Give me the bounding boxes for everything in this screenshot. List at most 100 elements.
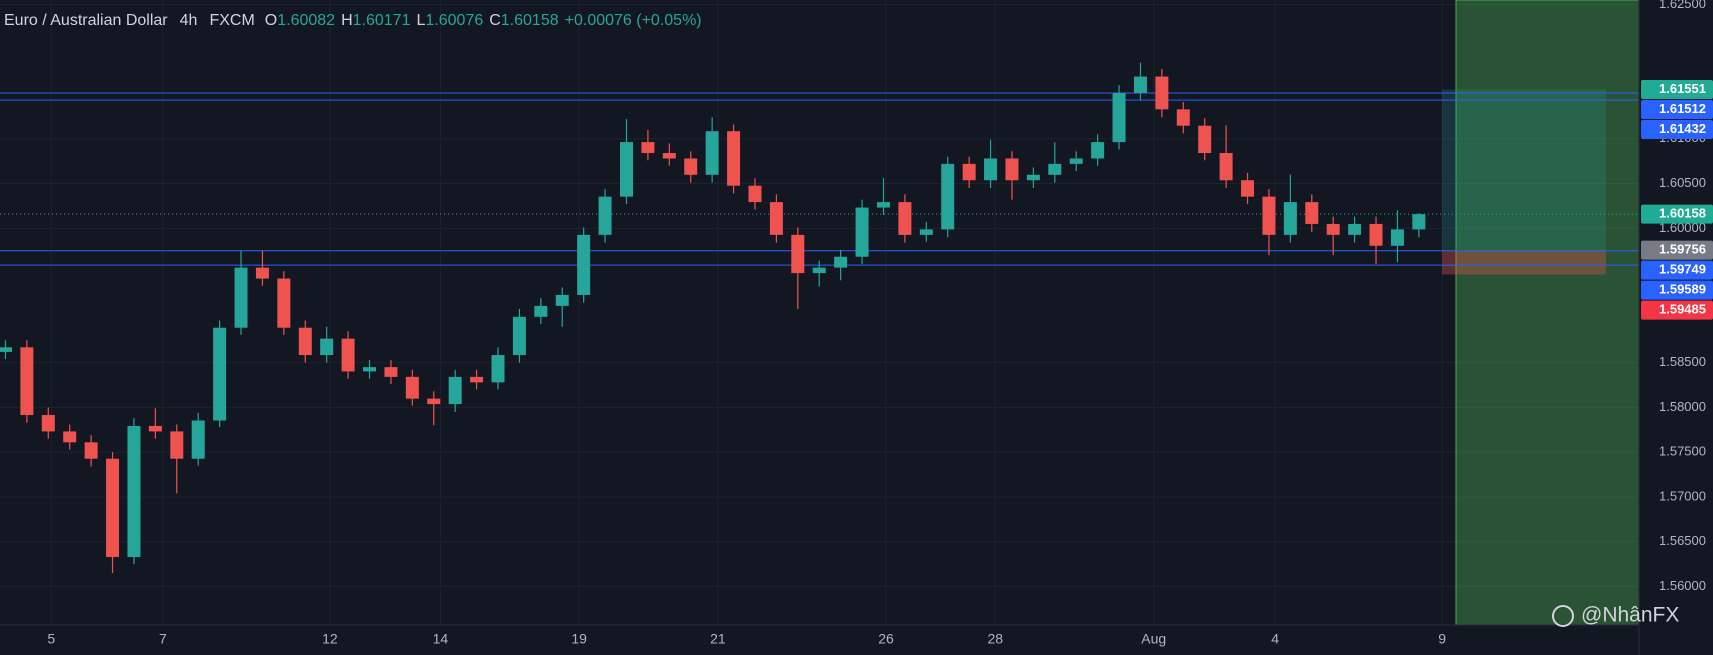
long-zone [1455, 0, 1640, 626]
candle-body [1219, 153, 1233, 181]
candle-body [1176, 109, 1190, 126]
ohlc-key: L [416, 12, 425, 29]
price-badge [1641, 99, 1713, 119]
candle-body [962, 163, 976, 181]
price-badge [1641, 79, 1713, 99]
ohlc-value: 1.60076 [425, 12, 483, 29]
ohlc-key: O [265, 12, 277, 29]
x-tick-label: 19 [571, 631, 587, 647]
candle-body [213, 327, 227, 421]
candle-body [791, 234, 805, 274]
candle-body [1326, 223, 1340, 235]
price-badge [1641, 119, 1713, 139]
candle-body [1198, 125, 1212, 154]
candle-body [1412, 214, 1426, 230]
candle-body [1112, 92, 1126, 143]
candle-body [598, 196, 612, 235]
candle-body [769, 202, 783, 235]
watermark: @NhânFX [1552, 604, 1679, 627]
source: FXCM [209, 12, 254, 29]
watermark-text: @NhânFX [1581, 604, 1679, 627]
target-zone [1442, 89, 1606, 251]
candle-body [1026, 174, 1040, 181]
ohlc-key: H [341, 12, 353, 29]
candle-body [491, 355, 505, 383]
candle-body [20, 347, 34, 416]
price-badge-label: 1.60158 [1659, 206, 1706, 221]
y-tick-label: 1.60500 [1659, 175, 1706, 190]
candle-body [320, 338, 334, 356]
candle-body [148, 425, 162, 432]
price-badge-label: 1.59589 [1659, 282, 1706, 297]
price-badge-label: 1.61432 [1659, 121, 1706, 136]
y-tick-label: 1.62500 [1659, 0, 1706, 11]
price-badge [1641, 204, 1713, 224]
candle-body [1005, 158, 1019, 181]
candle-body [170, 431, 184, 459]
candle-body [384, 367, 398, 377]
x-tick-label: 14 [433, 631, 449, 647]
candle-body [684, 158, 698, 175]
candle-body [363, 367, 377, 372]
ohlc-value: 1.60171 [353, 12, 411, 29]
x-tick-label: 4 [1271, 631, 1279, 647]
y-tick-label: 1.56000 [1659, 578, 1706, 593]
candle-body [1262, 196, 1276, 235]
candle-body [1133, 76, 1147, 93]
candle-body [898, 202, 912, 235]
candle-body [1155, 76, 1169, 110]
candle-body [855, 207, 869, 257]
price-badge-label: 1.59749 [1659, 262, 1706, 277]
candle-body [812, 267, 826, 274]
candle-body [619, 142, 633, 197]
candle-body [1069, 158, 1083, 164]
y-tick-label: 1.56500 [1659, 533, 1706, 548]
price-badge-label: 1.59756 [1659, 242, 1706, 257]
candle-body [941, 163, 955, 230]
ohlc-value: 1.60158 [501, 12, 559, 29]
x-tick-label: 5 [47, 631, 55, 647]
candle-body [1048, 163, 1062, 175]
watermark-icon [1552, 605, 1574, 627]
candle-body [0, 347, 12, 352]
candle-body [919, 229, 933, 235]
candle-body [705, 131, 719, 175]
stop-zone [1442, 250, 1606, 275]
ohlc-value: 1.60082 [277, 12, 335, 29]
price-badge-label: 1.61512 [1659, 101, 1706, 116]
candle-body [1283, 202, 1297, 235]
x-tick-label: 28 [987, 631, 1003, 647]
candle-body [427, 398, 441, 405]
candle-body [641, 142, 655, 154]
change: +0.00076 (+0.05%) [565, 12, 702, 29]
y-tick-label: 1.58000 [1659, 399, 1706, 414]
price-badge-label: 1.61551 [1659, 81, 1706, 96]
candle-body [277, 278, 291, 328]
price-badge-label: 1.59485 [1659, 302, 1706, 317]
candle-body [470, 376, 484, 383]
candle-body [41, 415, 55, 432]
candle-body [534, 305, 548, 317]
candle-body [662, 153, 676, 159]
candle-body [1390, 229, 1404, 246]
candle-body [1241, 180, 1255, 197]
candle-body [984, 158, 998, 181]
candle-body [106, 458, 120, 558]
y-tick-label: 1.58500 [1659, 354, 1706, 369]
y-tick-label: 1.57000 [1659, 488, 1706, 503]
candle-body [555, 294, 569, 306]
y-tick-label: 1.57500 [1659, 444, 1706, 459]
price-badge [1641, 300, 1713, 320]
interval: 4h [180, 12, 198, 29]
candle-body [1369, 223, 1383, 246]
price-badge [1641, 260, 1713, 280]
price-badge [1641, 240, 1713, 260]
x-tick-label: 21 [710, 631, 726, 647]
candle-body [577, 234, 591, 295]
candle-body [748, 185, 762, 203]
candle-body [448, 376, 462, 405]
x-tick-label: 7 [159, 631, 167, 647]
x-tick-label: 26 [878, 631, 894, 647]
candle-body [63, 431, 77, 443]
